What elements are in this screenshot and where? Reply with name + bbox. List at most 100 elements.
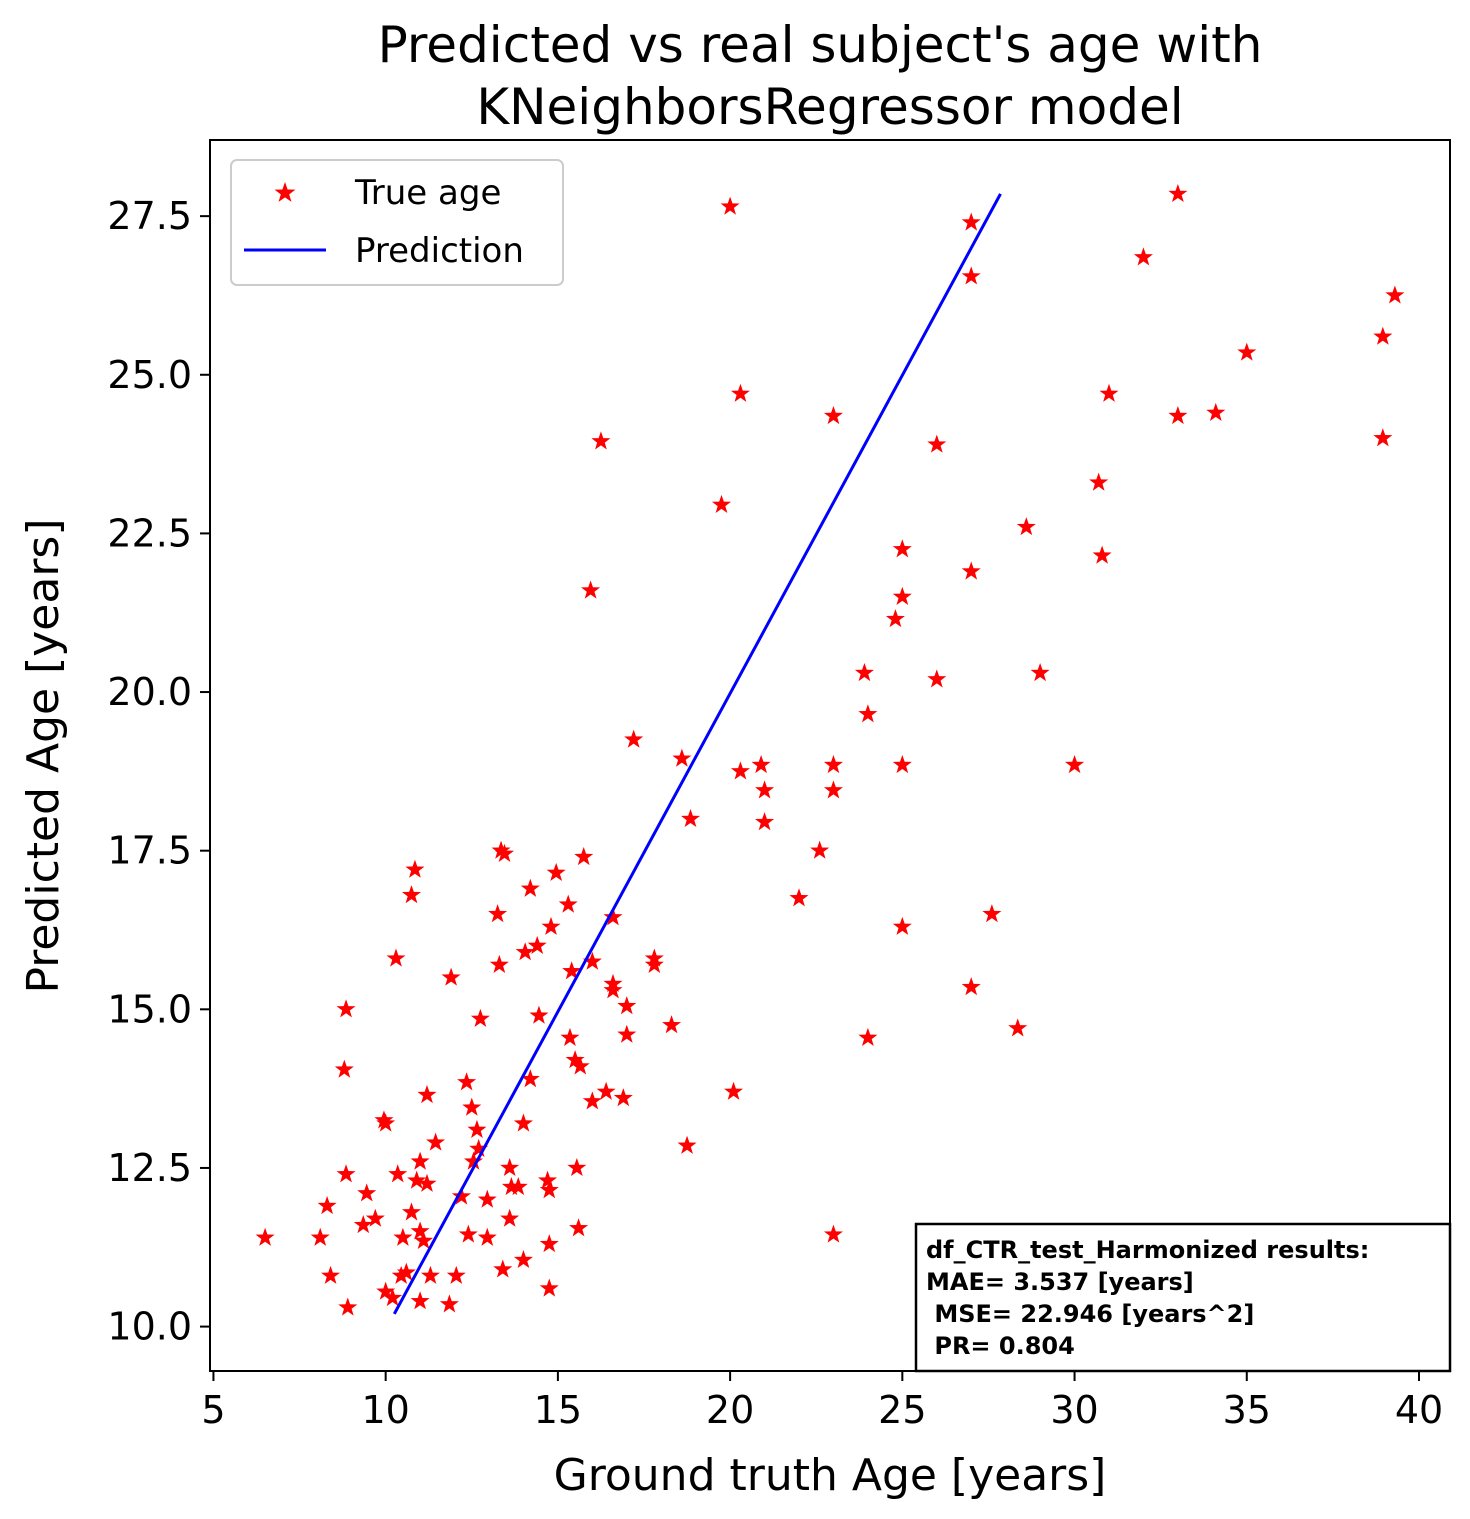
true-age-point [617,1024,637,1043]
true-age-point [581,580,601,599]
true-age-point [491,840,511,859]
true-age-point [451,1186,471,1205]
y-tick-label: 20.0 [107,670,192,714]
true-age-point [1206,402,1226,421]
true-age-point [383,1288,403,1307]
true-age-point [255,1227,275,1246]
true-age-point [858,704,878,723]
true-age-point [582,951,602,970]
true-age-point [353,1215,373,1234]
true-age-point [520,878,540,897]
y-axis-label: Predicted Age [years] [18,518,69,993]
true-age-point [396,1262,416,1281]
true-age-point [334,1059,354,1078]
true-age-point [927,434,947,453]
true-age-point [462,1097,482,1116]
true-age-point [410,1291,430,1310]
true-age-point [500,1157,520,1177]
true-age-point [410,1151,430,1170]
true-age-point [317,1196,337,1215]
true-age-point [558,894,578,913]
legend-label-prediction: Prediction [355,231,524,271]
true-age-point [569,1218,589,1237]
true-age-point [338,1297,358,1316]
stats-annotation: df_CTR_test_Harmonized results: MAE= 3.5… [914,1222,1452,1373]
true-age-point [1089,472,1109,491]
true-age-point [961,266,981,285]
x-tick-label: 35 [1223,1388,1271,1432]
true-age-point [677,1135,697,1154]
true-age-point [961,977,981,996]
true-age-point [401,885,422,904]
true-age-point [892,539,912,558]
plot-frame [209,139,1451,1372]
x-tick-label: 10 [361,1388,409,1432]
true-age-point [488,904,508,923]
true-age-point [515,942,535,961]
true-age-point [982,904,1002,923]
true-age-point [1030,663,1050,682]
true-age-point [388,1164,408,1183]
true-age-point [892,755,912,774]
true-age-point [457,1072,477,1091]
true-age-point [538,1170,558,1189]
true-age-point [426,1132,446,1151]
x-tick-label: 15 [534,1388,582,1432]
true-age-point [441,967,461,986]
true-age-point [376,1113,396,1132]
true-age-point [407,1170,427,1189]
true-age-point [469,1138,489,1157]
true-age-point [751,755,771,774]
true-age-point [410,1221,430,1240]
true-age-point [680,808,701,828]
y-tick-label: 22.5 [107,511,192,555]
true-age-point [541,916,561,935]
stats-line-title: df_CTR_test_Harmonized results: [926,1236,1369,1264]
true-age-point [467,1119,487,1138]
legend-box [230,159,564,286]
true-age-point [1373,428,1393,447]
stats-box [914,1222,1452,1373]
true-age-point [789,888,809,907]
y-tick-label: 25.0 [107,353,192,397]
x-tick-label: 40 [1395,1388,1443,1432]
true-age-point [961,212,981,231]
true-age-point [624,729,644,748]
true-age-point [489,954,509,973]
legend-star-icon [274,182,296,202]
stats-line-pr: PR= 0.804 [926,1332,1075,1360]
true-age-point [1092,545,1112,564]
true-age-point [603,980,623,999]
true-age-point [470,1008,490,1027]
true-age-point [560,1027,580,1046]
true-age-point [401,1202,422,1221]
true-age-point [493,1259,513,1278]
true-age-point [730,383,750,402]
scatter-points [255,183,1405,1316]
legend: True age Prediction [230,159,564,286]
y-tick-label: 27.5 [107,194,192,238]
true-age-point [730,761,750,780]
true-age-point [1133,247,1153,266]
true-age-point [405,859,425,878]
true-age-point [414,1230,434,1250]
stats-line-mae: MAE= 3.537 [years] [926,1268,1194,1296]
true-age-point [393,1227,413,1246]
true-age-point [567,1157,587,1177]
x-tick-label: 5 [201,1388,225,1432]
true-age-point [720,196,740,215]
true-age-point [391,1265,411,1284]
true-age-point [527,935,547,954]
true-age-point [854,663,874,682]
true-age-point [823,780,843,799]
true-age-point [477,1189,497,1208]
true-age-point [386,948,406,967]
true-age-point [321,1265,341,1284]
true-age-point [961,561,981,580]
true-age-point [1168,183,1188,203]
true-age-point [539,1180,559,1199]
true-age-point [672,748,692,767]
true-age-point [513,1113,533,1132]
true-age-point [644,954,664,973]
